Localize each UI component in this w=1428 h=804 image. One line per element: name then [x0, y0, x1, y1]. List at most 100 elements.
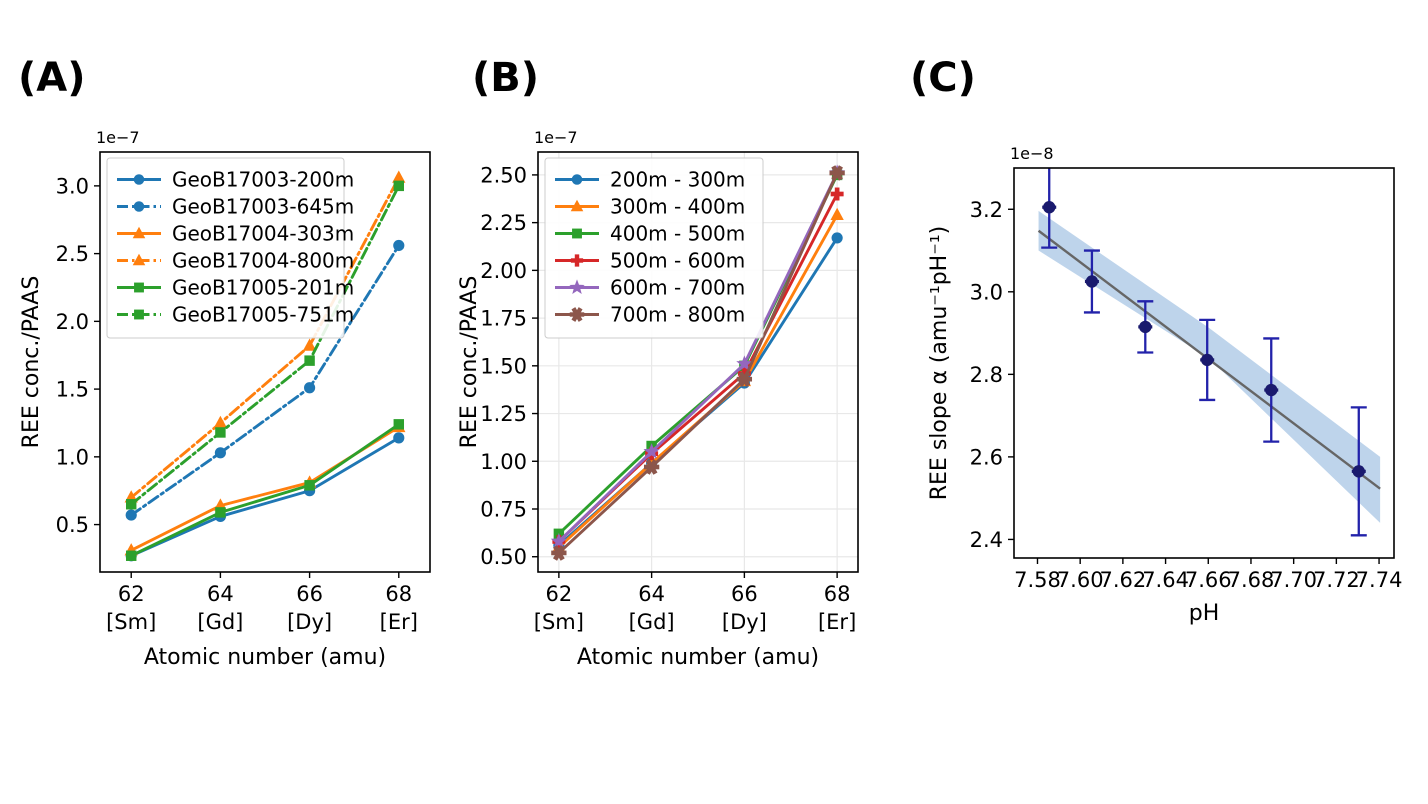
data-marker — [572, 228, 582, 239]
data-marker — [213, 415, 228, 429]
x-tick-label: 7.64 — [1142, 568, 1189, 592]
series-line — [129, 184, 401, 506]
legend-label: 600m - 700m — [610, 276, 745, 300]
axes-frame — [99, 151, 431, 573]
data-marker — [393, 239, 405, 252]
legend-box — [106, 157, 345, 339]
data-marker — [738, 371, 751, 387]
data-marker — [834, 187, 840, 201]
panel-a-label: (A) — [18, 55, 86, 101]
data-marker — [133, 201, 145, 212]
y-axis-title: REE conc./PAAS — [457, 276, 482, 449]
legend: 200m - 300m 300m - 400m 400m - 500m 500m - … — [544, 157, 764, 339]
x-axis-title: Atomic number (amu) — [144, 645, 386, 670]
panel-c-label: (C) — [910, 55, 976, 101]
data-marker — [736, 355, 753, 371]
x-tick-label: 7.74 — [1356, 568, 1403, 592]
data-marker — [550, 532, 567, 549]
data-marker — [134, 282, 144, 293]
y-tick-label: 0.50 — [480, 545, 527, 569]
data-marker — [304, 480, 315, 491]
y-tick-label: 1.0 — [56, 445, 89, 469]
y-axis-title: REE slope α (amu⁻¹pH⁻¹) — [927, 226, 952, 501]
legend-label: 300m - 400m — [610, 195, 745, 219]
data-marker — [304, 355, 315, 366]
x-tick-label: 62 — [546, 582, 573, 606]
confidence-band — [1038, 210, 1381, 523]
axis-ticks: 0.50 0.75 1.00 1.25 1.50 1.75 2.00 2.25 2.50 62 [S… — [480, 163, 856, 634]
y-axis-title: REE conc./PAAS — [19, 276, 44, 449]
panel-a: (A) 1e−7 0.5 1.0 1.5 2.0 2.5 3.0 62 [Sm] 64 [Gd] 66… — [0, 0, 470, 700]
legend-label: 400m - 500m — [610, 222, 745, 246]
x-tick-sublabel: [Sm] — [534, 610, 584, 634]
x-tick-label: 66 — [296, 582, 323, 606]
x-tick-label: 62 — [118, 582, 145, 606]
panel-c: (C) 1e−8 2.4 2.6 2.8 3.0 3.2 7.58 7.60 7.62 7.64 7… — [890, 0, 1428, 700]
x-tick-label: 7.60 — [1057, 568, 1104, 592]
y-tick-label: 2.5 — [56, 242, 89, 266]
y-tick-label: 0.5 — [56, 513, 89, 537]
data-marker — [553, 545, 565, 561]
data-marker — [393, 419, 405, 430]
y-tick-label: 2.0 — [56, 310, 89, 334]
y-tick-label: 2.00 — [480, 259, 527, 283]
data-marker — [214, 447, 226, 459]
series-line — [129, 436, 401, 558]
data-marker — [134, 309, 144, 320]
x-tick-label: 7.72 — [1313, 568, 1360, 592]
x-tick-label: 68 — [824, 582, 851, 606]
x-tick-sublabel: [Gd] — [629, 610, 675, 634]
y-tick-label: 3.0 — [970, 280, 1003, 304]
data-marker — [574, 254, 580, 267]
panel-b-label: (B) — [472, 55, 540, 101]
legend-label: GeoB17004-303m — [172, 222, 354, 246]
data-marker — [643, 443, 660, 459]
legend-label: 500m - 600m — [610, 249, 745, 273]
legend-label: GeoB17003-645m — [172, 195, 354, 219]
data-marker — [304, 382, 316, 394]
axis-ticks: 0.5 1.0 1.5 2.0 2.5 3.0 62 [Sm] 64 [Gd] 66 [Dy] 68 [E… — [56, 174, 418, 634]
x-axis-title: pH — [1189, 601, 1220, 626]
x-tick-label: 64 — [638, 582, 665, 606]
y-tick-label: 2.25 — [480, 211, 527, 235]
y-offset-text: 1e−8 — [1010, 144, 1054, 163]
data-marker — [571, 307, 583, 322]
data-marker — [742, 366, 747, 380]
data-marker — [1352, 465, 1365, 478]
series-line — [557, 171, 839, 543]
legend-label: GeoB17005-201m — [172, 276, 354, 300]
data-marker — [392, 170, 406, 183]
series-line — [557, 171, 839, 555]
data-marker — [645, 459, 658, 475]
x-tick-sublabel: [Gd] — [197, 610, 243, 634]
y-tick-label: 1.00 — [480, 450, 527, 474]
data-marker — [570, 199, 584, 212]
data-marker — [133, 174, 145, 185]
data-marker — [1201, 353, 1214, 367]
x-tick-label: 7.58 — [1014, 568, 1061, 592]
y-offset-text: 1e−7 — [96, 128, 140, 147]
data-marker — [132, 226, 146, 239]
axes-frame — [1013, 167, 1395, 559]
y-tick-label: 2.6 — [970, 445, 1003, 469]
data-marker — [831, 232, 843, 244]
x-tick-label: 7.66 — [1185, 568, 1232, 592]
x-axis-title: Atomic number (amu) — [577, 645, 819, 670]
x-tick-label: 7.68 — [1228, 568, 1275, 592]
data-marker — [1085, 275, 1099, 288]
axes-frame — [537, 151, 859, 573]
y-tick-label: 3.0 — [56, 174, 89, 198]
y-tick-label: 2.8 — [970, 363, 1003, 387]
data-marker — [393, 180, 405, 192]
data-marker — [1139, 320, 1152, 334]
y-tick-label: 0.75 — [480, 498, 527, 522]
y-tick-label: 1.25 — [480, 402, 527, 426]
data-marker — [215, 427, 226, 438]
data-marker — [132, 253, 146, 266]
x-tick-sublabel: [Er] — [818, 610, 856, 634]
panel-c-plot: 1e−82.42.62.83.03.27.587.607.627.647.667… — [927, 144, 1403, 626]
data-marker — [1043, 201, 1056, 214]
x-tick-label: 7.70 — [1270, 568, 1317, 592]
data-marker — [1265, 383, 1278, 397]
legend-label: GeoB17003-200m — [172, 168, 354, 192]
